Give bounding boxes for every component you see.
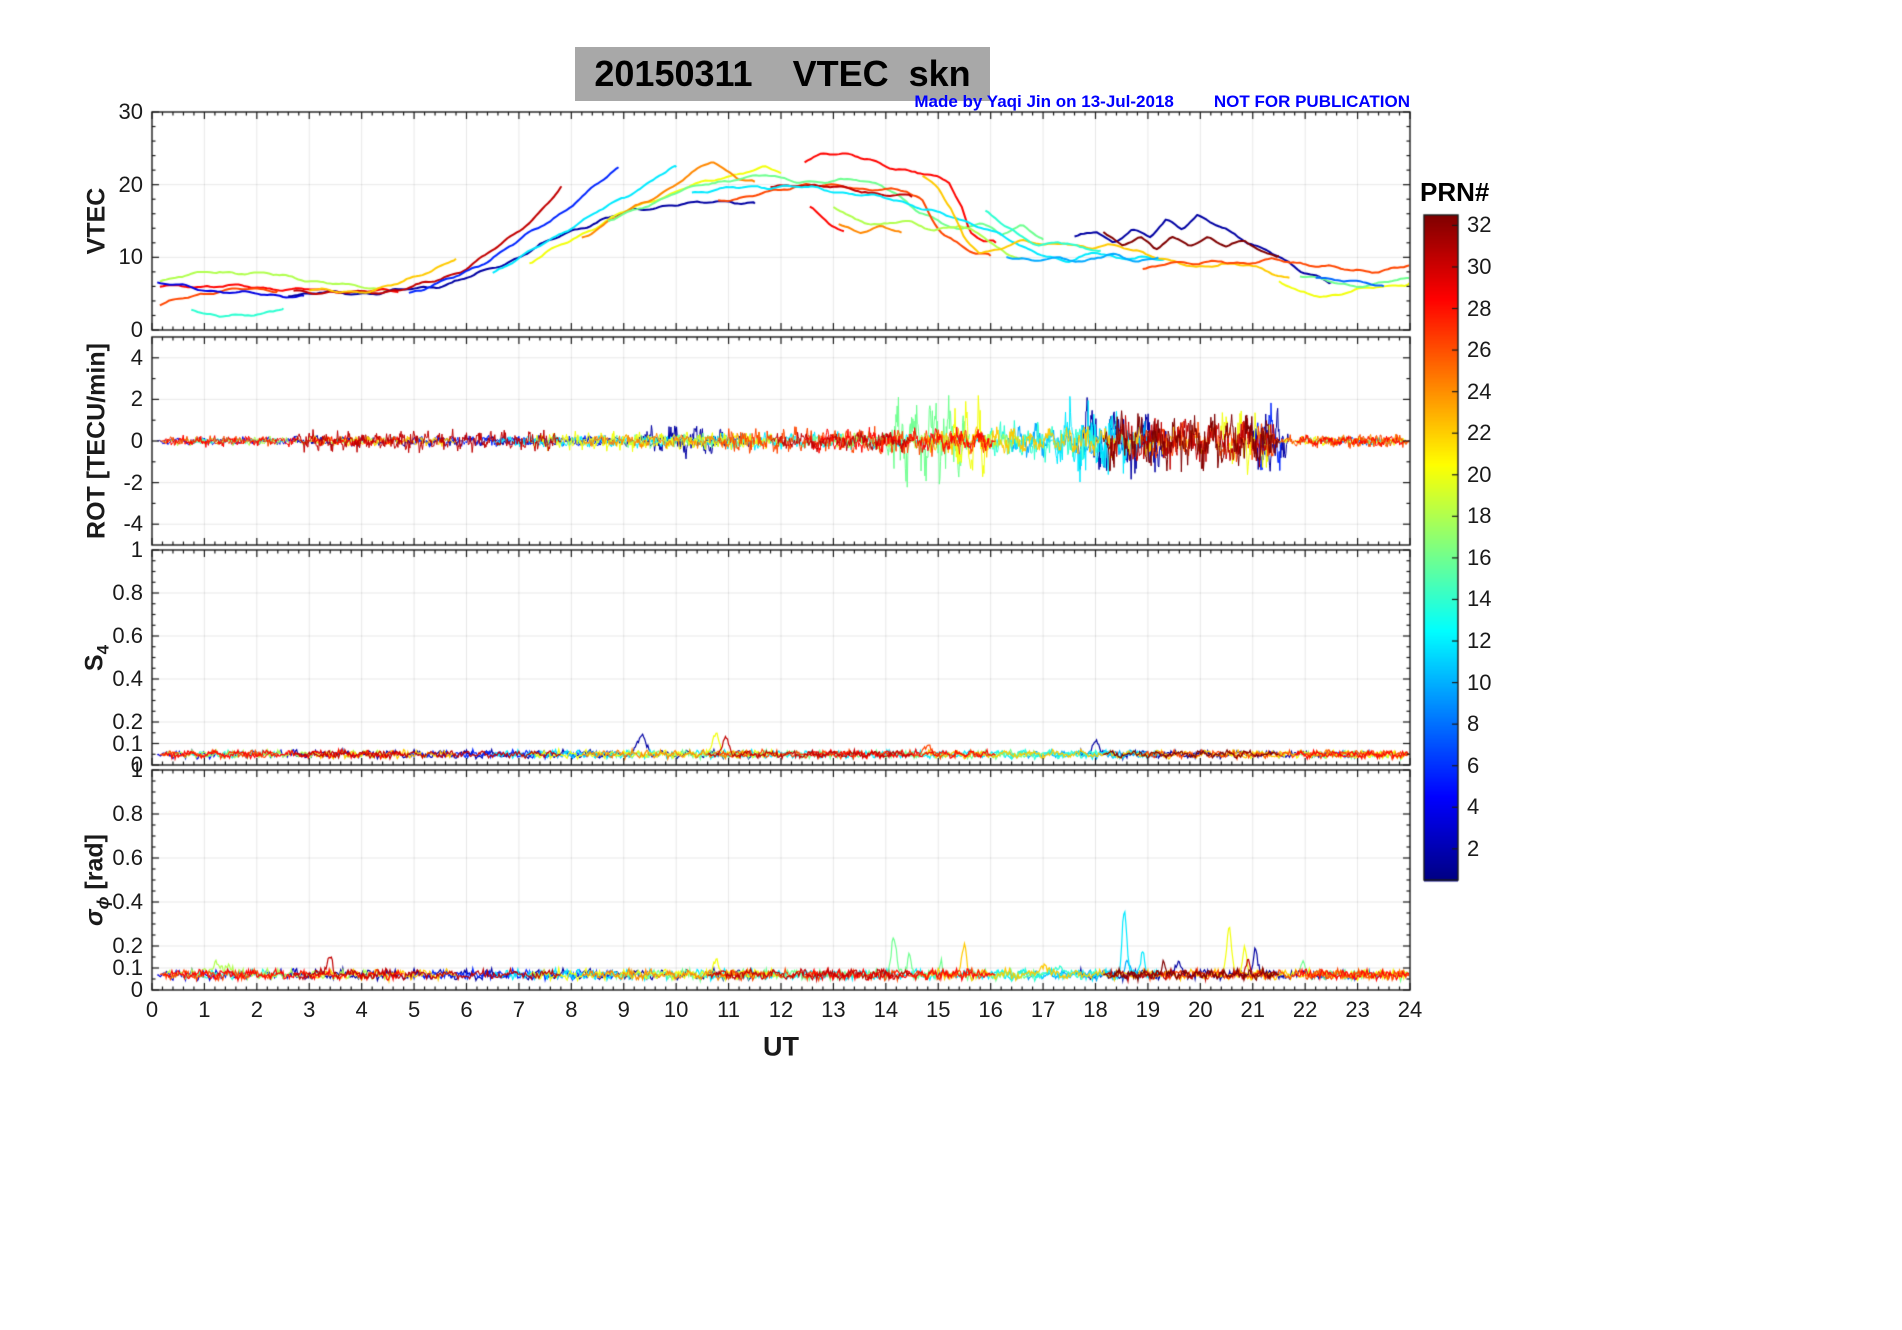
y-tick-label: 0.6 (112, 623, 143, 648)
y-tick-label: 0.2 (112, 709, 143, 734)
colorbar-tick-label: 8 (1467, 711, 1480, 737)
annotation: Made by Yaqi Jin on 13-Jul-2018 NOT FOR P… (828, 92, 1410, 112)
x-tick-label: 8 (565, 997, 578, 1022)
colorbar-tick-label: 2 (1467, 835, 1480, 861)
colorbar-tick-label: 4 (1467, 794, 1480, 820)
y-tick-label: 0 (130, 317, 143, 342)
x-tick-label: 6 (460, 997, 473, 1022)
y-tick-label: 0.8 (112, 801, 143, 826)
y-axis-label-S4: S4 (80, 644, 113, 671)
annotation-made-by: Made by Yaqi Jin on 13-Jul-2018 (914, 92, 1174, 111)
x-tick-label: 5 (407, 997, 421, 1022)
x-tick-label: 13 (821, 997, 846, 1022)
x-tick-label: 16 (978, 997, 1003, 1022)
y-tick-label: 0.1 (112, 955, 143, 980)
colorbar-tick-label: 12 (1467, 628, 1492, 654)
y-tick-label: 1 (130, 757, 143, 782)
x-tick-label: 9 (617, 997, 630, 1022)
x-tick-label: 3 (303, 997, 316, 1022)
colorbar-label: PRN# (1420, 177, 1490, 207)
y-tick-label: -4 (123, 511, 143, 537)
colorbar-tick-label: 18 (1467, 503, 1492, 529)
y-tick-label: 0.4 (112, 889, 143, 914)
colorbar-tick-label: 10 (1467, 669, 1492, 695)
x-tick-label: 17 (1030, 997, 1056, 1022)
plot-title: 20150311 VTEC skn (575, 47, 990, 101)
colorbar-tick-label: 22 (1467, 420, 1492, 446)
x-tick-label: 12 (768, 997, 794, 1022)
y-tick-label: 0 (130, 428, 143, 453)
colorbar-tick-label: 14 (1467, 586, 1492, 612)
y-tick-label: -2 (123, 469, 143, 495)
y-tick-label: 2 (130, 386, 143, 412)
colorbar-tick-label: 20 (1467, 461, 1492, 487)
y-tick-label: 0.1 (112, 730, 143, 756)
colorbar-tick-label: 26 (1467, 337, 1492, 363)
y-axis-label-sigma_phi: σϕ [rad] (80, 834, 113, 926)
colorbar-tick-label: 6 (1467, 752, 1480, 778)
x-tick-label: 14 (873, 997, 899, 1022)
x-tick-label: 10 (663, 997, 689, 1022)
annotation-warning: NOT FOR PUBLICATION (1213, 92, 1410, 111)
y-tick-label: 0.8 (112, 580, 143, 605)
x-tick-label: 15 (926, 997, 951, 1022)
y-tick-label: 1 (130, 537, 143, 562)
x-tick-label: 21 (1240, 997, 1265, 1022)
x-tick-label: 2 (250, 997, 263, 1022)
x-tick-label: 1 (198, 997, 211, 1022)
y-axis-label-ROT: ROT [TECU/min] (82, 343, 111, 539)
colorbar-tick-label: 16 (1467, 544, 1492, 570)
y-tick-label: 4 (130, 344, 143, 370)
x-tick-label: 19 (1135, 997, 1161, 1022)
y-tick-label: 0 (130, 977, 143, 1002)
colorbar-tick-label: 28 (1467, 295, 1492, 321)
y-tick-label: 0 (130, 752, 143, 777)
x-tick-label: 20 (1188, 997, 1213, 1022)
x-tick-label: 7 (512, 997, 526, 1022)
y-tick-label: 10 (118, 244, 143, 270)
y-tick-label: 0.4 (112, 666, 143, 691)
x-tick-label: 18 (1083, 997, 1108, 1022)
colorbar-tick-label: 24 (1467, 378, 1492, 404)
x-tick-label: 22 (1292, 997, 1318, 1022)
colorbar-tick-label: 30 (1467, 253, 1492, 279)
x-tick-label: 0 (145, 997, 159, 1022)
x-tick-label: 24 (1397, 997, 1423, 1022)
x-tick-label: 11 (717, 997, 740, 1022)
x-tick-label: 4 (355, 997, 368, 1022)
y-tick-label: 0.2 (112, 933, 143, 958)
y-axis-label-VTEC: VTEC (82, 187, 111, 255)
x-tick-label: 23 (1345, 997, 1370, 1022)
x-axis-label: UT (763, 1031, 799, 1062)
colorbar-tick-label: 32 (1467, 212, 1492, 238)
y-tick-label: 0.6 (112, 845, 143, 870)
y-tick-label: 30 (118, 99, 143, 124)
y-tick-label: 20 (118, 171, 143, 197)
